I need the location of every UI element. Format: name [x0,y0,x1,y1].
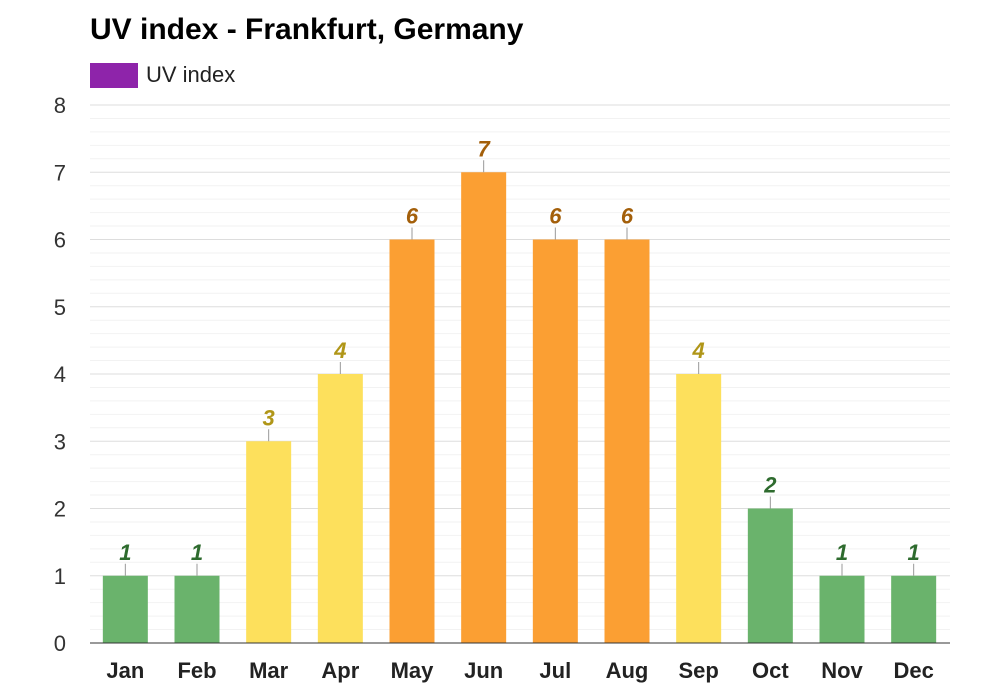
data-label-may: 6 [406,204,419,229]
y-tick-label: 0 [54,631,66,656]
x-tick-label-feb: Feb [177,658,216,683]
grid-layer [90,104,950,631]
legend-swatch [90,62,138,88]
y-tick-layer: 0 1 2 3 4 5 6 7 8 [54,93,66,656]
y-tick-label: 4 [54,362,66,387]
x-tick-label-nov: Nov [821,658,863,683]
bar-may [389,239,435,643]
bar-jul [532,239,578,643]
bar-jun [461,172,507,643]
x-tick-label-mar: Mar [249,658,289,683]
data-label-jan: 1 [119,540,131,565]
data-label-sep: 4 [692,338,705,363]
chart-title: UV index - Frankfurt, Germany [90,13,524,46]
legend-label: UV index [146,62,236,87]
x-tick-label-sep: Sep [678,658,718,683]
data-label-aug: 6 [621,204,634,229]
x-tick-label-aug: Aug [606,658,649,683]
bar-aug [604,239,650,643]
x-tick-label-may: May [391,658,435,683]
bar-feb [174,575,220,643]
y-tick-label: 2 [54,497,66,522]
data-label-jun: 7 [478,136,492,161]
x-tick-label-jul: Jul [539,658,571,683]
y-tick-label: 3 [54,429,66,454]
bar-jan [102,575,148,643]
x-tick-layer: Jan Feb Mar Apr May Jun Jul Aug Sep Oct Nov Dec [90,642,950,683]
y-tick-label: 5 [54,295,66,320]
data-label-nov: 1 [836,540,848,565]
y-tick-label: 8 [54,93,66,118]
bar-layer [102,172,937,643]
bar-dec [891,575,937,643]
x-tick-label-jan: Jan [106,658,144,683]
x-tick-label-oct: Oct [752,658,789,683]
label-layer: 1 1 3 4 6 7 6 6 4 2 1 1 [119,136,920,576]
data-label-feb: 1 [191,540,203,565]
legend: UV index [90,62,235,88]
y-tick-label: 6 [54,228,66,253]
data-label-mar: 3 [263,405,275,430]
data-label-oct: 2 [763,473,777,498]
bar-nov [819,575,865,643]
data-label-jul: 6 [549,204,562,229]
bar-mar [246,441,292,643]
bar-sep [676,374,722,643]
x-tick-label-jun: Jun [464,658,503,683]
y-tick-label: 1 [54,564,66,589]
bar-apr [317,374,363,643]
data-label-dec: 1 [908,540,920,565]
data-label-apr: 4 [333,338,346,363]
x-tick-label-apr: Apr [321,658,359,683]
x-tick-label-dec: Dec [893,658,933,683]
y-tick-label: 7 [54,160,66,185]
bar-oct [747,508,793,643]
